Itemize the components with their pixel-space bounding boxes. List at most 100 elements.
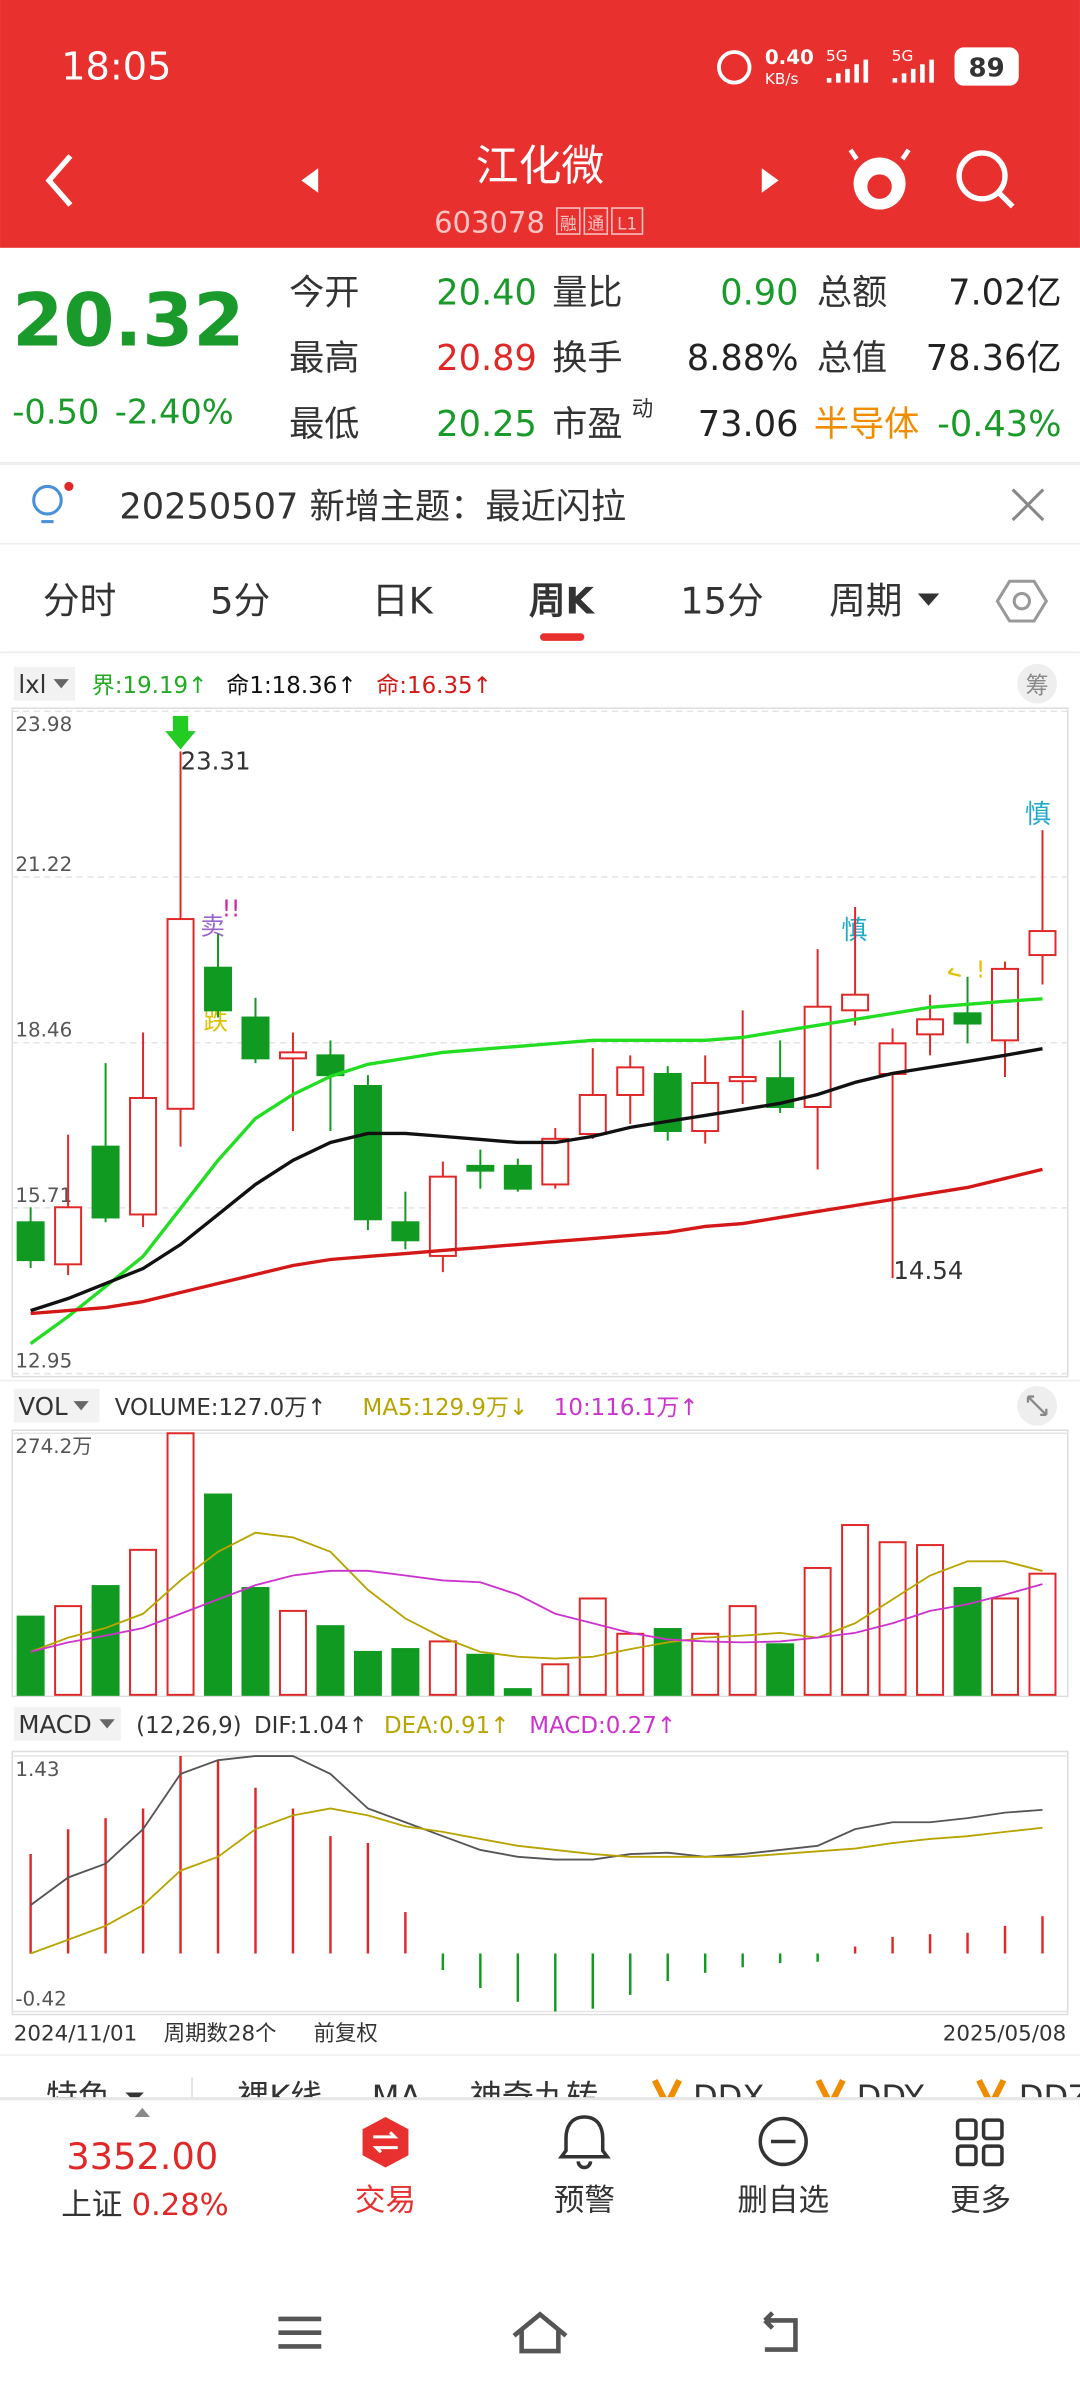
prev-stock[interactable] [301, 168, 319, 193]
back-nav-button[interactable] [763, 2311, 798, 2352]
notice-text[interactable]: 20250507 新增主题：最近闪拉 [119, 487, 626, 528]
candle-body [391, 1221, 420, 1242]
indicator-name: lxl [18, 670, 46, 699]
grid-cell [955, 2144, 978, 2167]
remove-icon[interactable] [758, 2116, 808, 2167]
volume-bar [54, 1605, 83, 1696]
legend-entry: 命:16.35↑ [376, 673, 492, 699]
y-tick-label: 12.95 [15, 1349, 72, 1372]
home-button[interactable] [512, 2311, 568, 2354]
candle-body [991, 967, 1020, 1042]
volume-bar [1028, 1572, 1057, 1696]
legend-entry: DIF:1.04↑ [254, 1713, 368, 1739]
stock-name: 江化微 [476, 141, 604, 191]
tags [556, 207, 644, 235]
tab-active[interactable]: 周K [529, 579, 596, 622]
field-value: 20.89 [436, 338, 537, 379]
dropdown-arrow [73, 1401, 89, 1411]
volume-bar [766, 1643, 795, 1696]
tab[interactable]: 周期 [829, 579, 902, 622]
sector-change: -0.43% [937, 404, 1061, 445]
tab[interactable]: 5分 [210, 579, 270, 622]
indicator-line [30, 1047, 1043, 1313]
field-value: 7.02亿 [948, 272, 1061, 313]
chip-label: 筹 [1026, 673, 1049, 699]
legend-entry: 命1:18.36↑ [226, 673, 356, 699]
x-label: 前复权 [314, 2022, 378, 2047]
legend-entry: MACD:0.27↑ [529, 1713, 676, 1739]
nav-item[interactable]: 更多 [950, 2183, 1011, 2218]
divider [0, 543, 1080, 545]
volume-bar [691, 1632, 720, 1696]
search-button[interactable] [956, 150, 1015, 209]
candle-body [578, 1093, 607, 1136]
y-tick-label: 18.46 [15, 1019, 72, 1042]
bulb [32, 484, 63, 516]
battery-icon [954, 47, 1019, 86]
trade-arrows [372, 2131, 399, 2154]
settings-icon [1012, 591, 1032, 611]
volume-bar [241, 1587, 270, 1696]
candle-body [466, 1164, 495, 1172]
volume-bar [616, 1632, 645, 1696]
chip-button[interactable] [1017, 663, 1058, 704]
indicator-select[interactable] [13, 1388, 100, 1423]
close-notice[interactable] [1011, 488, 1045, 522]
signal-label: 卖 [200, 912, 224, 941]
tab[interactable]: 分时 [43, 579, 116, 622]
field-value: 8.88% [687, 338, 799, 379]
bell-icon[interactable] [557, 2115, 611, 2170]
volume-bar [91, 1585, 120, 1696]
more-icon[interactable] [955, 2118, 1004, 2167]
signal-arrow [947, 967, 961, 978]
volume-bar [316, 1625, 345, 1696]
expand-icon [1026, 1395, 1048, 1417]
candle-body [278, 1051, 307, 1060]
back-button[interactable] [45, 154, 73, 207]
indicator-select[interactable] [13, 1707, 121, 1741]
nav-item[interactable]: 删自选 [737, 2183, 829, 2218]
y-tick-label: 23.98 [15, 713, 72, 736]
y-tick-label: 21.22 [15, 853, 72, 876]
candle-body [353, 1084, 382, 1221]
settings-button[interactable] [995, 579, 1049, 623]
system-nav [278, 2311, 798, 2354]
trade-icon[interactable] [362, 2117, 409, 2168]
mascot-button[interactable] [848, 148, 911, 210]
indicator-line [30, 1167, 1043, 1316]
mascot-ears [848, 148, 911, 161]
divider [0, 461, 1080, 466]
tab[interactable]: 15分 [680, 579, 763, 622]
candle-body [916, 1018, 945, 1036]
next-stock[interactable] [761, 168, 779, 193]
sector-name[interactable]: 半导体 [814, 404, 920, 445]
volume-bar [129, 1548, 158, 1696]
index-value[interactable]: 3352.00 [66, 2135, 218, 2178]
volume-bar [278, 1609, 307, 1696]
tag: L1 [617, 213, 637, 233]
field-value: 78.36亿 [926, 338, 1062, 379]
nav-item[interactable]: 预警 [554, 2183, 615, 2218]
menu-button[interactable] [278, 2316, 322, 2349]
candle-body [728, 1075, 757, 1083]
indicator-line [30, 1531, 1043, 1660]
field-value: 20.40 [436, 272, 537, 313]
field-value: 0.90 [720, 272, 798, 313]
candle-body [241, 1016, 270, 1060]
candle-body [691, 1081, 720, 1133]
candle-body [803, 1005, 832, 1108]
annotation: 14.54 [893, 1256, 963, 1285]
price-change: -0.50 [12, 393, 99, 432]
tab[interactable]: 日K [372, 579, 434, 622]
volume-bar [541, 1663, 570, 1696]
nav-item[interactable]: 交易 [355, 2183, 416, 2218]
signal-icon [826, 59, 869, 83]
bulb-icon [32, 481, 74, 524]
net-type: 5G [826, 47, 848, 65]
y-tick-label: 15.71 [15, 1184, 72, 1207]
index-change: 0.28% [132, 2188, 229, 2223]
candle-body [503, 1164, 532, 1190]
status-icons: 0.40 KB/s 5G 5G 89 [717, 46, 1019, 88]
